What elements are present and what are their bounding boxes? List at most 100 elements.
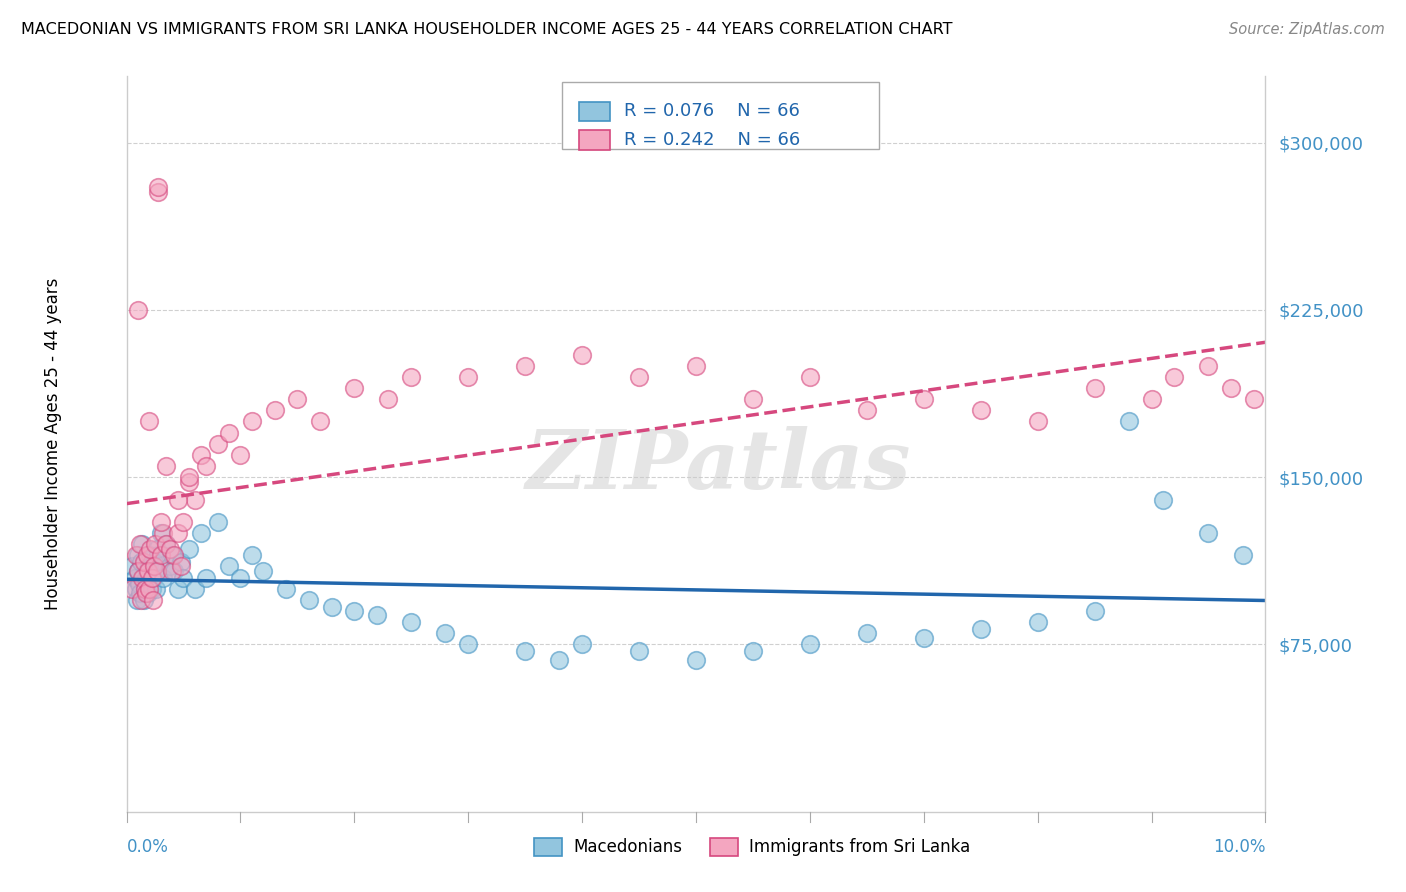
Point: [309, 414, 332, 428]
Point: [155, 537, 177, 551]
Point: [190, 448, 212, 462]
Point: [628, 644, 651, 658]
Point: [190, 526, 212, 541]
Point: [298, 592, 321, 607]
Point: [321, 599, 343, 614]
Point: [143, 564, 166, 578]
Point: [124, 548, 146, 563]
Point: [1220, 381, 1243, 395]
Point: [121, 559, 143, 574]
Point: [163, 548, 186, 563]
Text: Source: ZipAtlas.com: Source: ZipAtlas.com: [1229, 22, 1385, 37]
Point: [742, 392, 765, 407]
Point: [127, 564, 149, 578]
Point: [628, 369, 651, 384]
Point: [799, 369, 821, 384]
Point: [155, 537, 177, 551]
Point: [912, 631, 935, 645]
Point: [515, 644, 537, 658]
Point: [127, 564, 149, 578]
Point: [136, 548, 159, 563]
Point: [799, 637, 821, 651]
Point: [148, 180, 170, 194]
Point: [377, 392, 399, 407]
Point: [159, 559, 181, 574]
Text: 10.0%: 10.0%: [1213, 838, 1265, 856]
Point: [127, 548, 149, 563]
Point: [138, 582, 160, 596]
Point: [571, 637, 593, 651]
Point: [149, 548, 172, 563]
Text: R = 0.076    N = 66: R = 0.076 N = 66: [624, 103, 800, 120]
Point: [1140, 392, 1163, 407]
Point: [172, 571, 194, 585]
Point: [142, 592, 165, 607]
Point: [195, 571, 218, 585]
Point: [142, 571, 165, 585]
Point: [229, 448, 252, 462]
Text: Householder Income Ages 25 - 44 years: Householder Income Ages 25 - 44 years: [44, 277, 62, 610]
Point: [152, 571, 174, 585]
Point: [124, 582, 146, 596]
Point: [132, 592, 155, 607]
Point: [457, 637, 479, 651]
Point: [401, 615, 423, 630]
Point: [548, 653, 571, 667]
Point: [457, 369, 479, 384]
Point: [685, 359, 707, 373]
Point: [131, 537, 153, 551]
Point: [136, 586, 159, 600]
Text: R = 0.242    N = 66: R = 0.242 N = 66: [624, 131, 800, 149]
Point: [166, 526, 188, 541]
Point: [1152, 492, 1174, 507]
Point: [134, 582, 156, 596]
Text: Immigrants from Sri Lanka: Immigrants from Sri Lanka: [749, 838, 970, 856]
Point: [366, 608, 388, 623]
Point: [571, 347, 593, 362]
Point: [134, 582, 156, 596]
Point: [1026, 615, 1049, 630]
Point: [1163, 369, 1185, 384]
Point: [135, 571, 157, 585]
Point: [138, 414, 160, 428]
Point: [1198, 526, 1220, 541]
Point: [287, 392, 309, 407]
Point: [1198, 359, 1220, 373]
Point: [141, 571, 163, 585]
Point: [912, 392, 935, 407]
Point: [128, 577, 150, 591]
Point: [685, 653, 707, 667]
Point: [179, 541, 201, 556]
Point: [970, 622, 993, 636]
Point: [1084, 381, 1107, 395]
Point: [184, 492, 207, 507]
Point: [125, 592, 148, 607]
Point: [170, 559, 193, 574]
Point: [179, 475, 201, 489]
Point: [139, 548, 162, 563]
Point: [855, 626, 877, 640]
Point: [141, 582, 163, 596]
Point: [132, 555, 155, 569]
Point: [263, 403, 285, 417]
Point: [146, 564, 169, 578]
Point: [129, 586, 152, 600]
Point: [163, 564, 186, 578]
Point: [343, 381, 366, 395]
Text: 0.0%: 0.0%: [127, 838, 169, 856]
Point: [121, 582, 143, 596]
Point: [855, 403, 877, 417]
Point: [1232, 548, 1254, 563]
Point: [207, 515, 229, 529]
Point: [131, 555, 153, 569]
Point: [138, 559, 160, 574]
Point: [136, 564, 159, 578]
Point: [240, 414, 263, 428]
Point: [218, 559, 240, 574]
Point: [207, 436, 229, 450]
Point: [274, 582, 297, 596]
Point: [131, 571, 153, 585]
Point: [136, 564, 159, 578]
Point: [515, 359, 537, 373]
Point: [195, 458, 218, 473]
